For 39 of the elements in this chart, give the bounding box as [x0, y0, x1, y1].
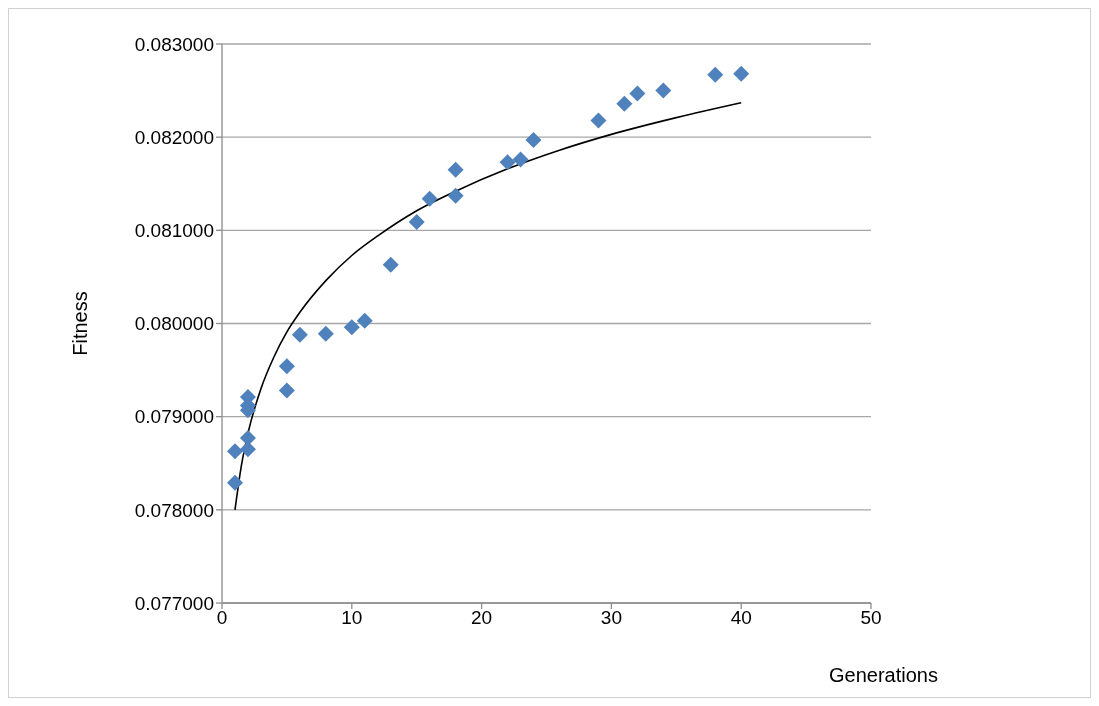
point	[278, 382, 295, 399]
point	[239, 441, 256, 458]
point	[226, 443, 243, 460]
x-tick-label: 20	[471, 607, 493, 629]
point	[499, 154, 516, 171]
x-tick-label: 0	[216, 607, 228, 629]
y-tick-label: 0.078000	[134, 499, 214, 521]
point	[343, 319, 360, 336]
point	[226, 474, 243, 491]
y-axis-title: Fitness	[69, 291, 92, 356]
point	[278, 358, 295, 375]
point	[447, 161, 464, 178]
point	[356, 312, 373, 329]
x-tick-label: 30	[600, 607, 622, 629]
y-tick-label: 0.082000	[134, 126, 214, 148]
point	[447, 187, 464, 204]
x-tick-label: 40	[730, 607, 752, 629]
x-tick-label: 50	[860, 607, 882, 629]
x-axis-title: Generations	[829, 664, 938, 687]
point	[655, 82, 672, 99]
x-tick-label: 10	[341, 607, 363, 629]
point	[408, 213, 425, 230]
point	[733, 65, 750, 82]
point	[590, 112, 607, 129]
y-tick-label: 0.083000	[134, 33, 214, 55]
y-tick-label: 0.080000	[134, 313, 214, 335]
point	[616, 95, 633, 112]
y-tick-label: 0.077000	[134, 592, 214, 614]
y-tick-label: 0.079000	[134, 406, 214, 428]
point	[382, 256, 399, 273]
point	[525, 131, 542, 148]
line-series	[234, 101, 742, 511]
y-tick-label: 0.081000	[134, 220, 214, 242]
point	[512, 151, 529, 168]
point	[707, 66, 724, 83]
point	[291, 326, 308, 343]
point	[421, 190, 438, 207]
point	[629, 85, 646, 102]
point	[317, 325, 334, 342]
